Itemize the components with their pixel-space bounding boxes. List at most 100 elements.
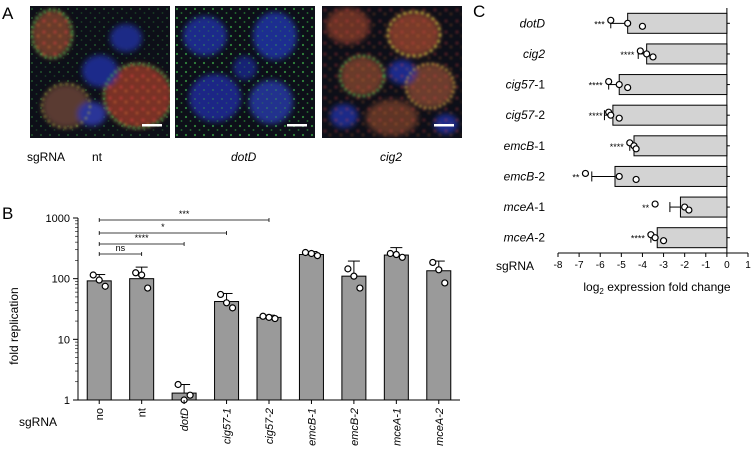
- panel-c-significance-label: ***: [594, 19, 605, 29]
- panel-c-data-point: [615, 172, 623, 181]
- panel-b-x-tick-label: dotD: [179, 408, 191, 431]
- panel-c-bar: [646, 43, 728, 65]
- panel-c-bar: [633, 135, 728, 157]
- panel-b-data-point: [392, 250, 400, 259]
- panel-c-data-point: [632, 145, 640, 153]
- micrograph-dotD: [175, 6, 315, 138]
- panel-c-data-point: [581, 169, 590, 178]
- panel-c-category-label: emcB-1: [504, 139, 546, 153]
- panel-c-significance-label: ****: [610, 142, 625, 152]
- panel-b-data-point: [271, 314, 279, 323]
- panel-b-data-point: [132, 269, 140, 277]
- panel-b-data-point: [265, 313, 273, 321]
- panel-c-data-point: [659, 237, 668, 245]
- panel-b-bar: [298, 254, 324, 401]
- panel-c-category-label: cig57-1: [506, 78, 546, 92]
- panel-b-data-point: [186, 391, 194, 399]
- panel-c-significance-label: ****: [620, 50, 635, 60]
- panel-b-x-tick-label: cig57-1: [222, 408, 234, 444]
- panel-b-bar: [86, 280, 112, 401]
- panel-b-data-point: [174, 380, 182, 389]
- panel-c-data-point: [632, 175, 640, 184]
- panel-c-data-point: [624, 83, 632, 92]
- panel-b-data-point: [313, 252, 322, 260]
- panel-b-data-point: [222, 299, 231, 307]
- panel-b-data-point: [429, 258, 437, 267]
- micrograph-cig2: [322, 6, 462, 138]
- panel-c-x-tick-label: -6: [596, 260, 605, 271]
- panel-c-x-tick-label: -1: [701, 260, 710, 271]
- panel-c-x-tick-label: -3: [659, 260, 668, 271]
- panel-c-significance-label: ****: [631, 234, 646, 244]
- panel-c-data-point: [624, 19, 632, 27]
- panel-c-letter: C: [473, 2, 486, 21]
- panel-b-data-point: [350, 272, 358, 280]
- panel-b-y-tick-label: 1: [64, 395, 70, 407]
- panel-a-sgrna-label: sgRNA: [27, 150, 66, 164]
- panel-b-significance-label: ****: [135, 233, 150, 243]
- panel-b-bar: [214, 301, 240, 401]
- panel-b-y-tick-label: 10: [58, 334, 70, 346]
- panel-b-x-tick-label: mceA-2: [434, 408, 446, 446]
- panel-b-x-axis-label: sgRNA: [19, 415, 57, 429]
- panel-a-image-label-nt: nt: [92, 150, 103, 164]
- panel-c-bar: [614, 165, 728, 187]
- panel-c-x-tick-label: -8: [554, 260, 563, 271]
- panel-b-y-tick-label: 1000: [46, 213, 70, 225]
- panel-c-bar: [618, 74, 728, 96]
- panel-b-data-point: [259, 312, 267, 320]
- panel-c-x-tick-label: 0: [724, 260, 730, 271]
- micrograph-nt: [30, 6, 170, 138]
- panel-c-x-tick-label: 1: [745, 260, 751, 271]
- panel-b-data-point: [228, 304, 237, 312]
- panel-b-x-tick-label: nt: [137, 408, 149, 417]
- panel-c-significance-label: ****: [589, 111, 604, 121]
- panel-c-significance-label: **: [642, 203, 650, 213]
- panel-c-x-axis-label: log2 expression fold change: [583, 280, 731, 296]
- panel-c-x-tick-label: -4: [638, 260, 647, 271]
- panel-b-x-tick-label: no: [94, 408, 106, 420]
- panel-b-data-point: [386, 249, 394, 258]
- panel-c-category-label: mceA-1: [504, 200, 546, 214]
- panel-c-category-label: cig57-2: [506, 108, 546, 122]
- panel-b-data-point: [301, 248, 310, 257]
- panel-c-category-label: emcB-2: [504, 169, 546, 183]
- panel-c-significance-label: **: [572, 172, 580, 182]
- panel-b-data-point: [89, 271, 97, 279]
- panel-c-category-label: dotD: [520, 16, 546, 30]
- panel-a-letter: A: [2, 4, 14, 23]
- panel-c-bar: [612, 104, 728, 126]
- panel-b-data-point: [441, 279, 449, 287]
- panel-c-data-point: [636, 47, 644, 55]
- panel-b-x-tick-label: emcB-1: [306, 408, 318, 446]
- panel-b-data-point: [144, 284, 152, 292]
- panel-b-letter: B: [2, 204, 14, 223]
- panel-b-y-tick-label: 100: [52, 274, 70, 286]
- panel-b-data-point: [344, 265, 352, 273]
- panel-c-data-point: [649, 53, 657, 61]
- panel-c-category-label: mceA-2: [504, 231, 546, 245]
- panel-b-significance-label: *: [161, 222, 165, 232]
- panel-c-data-point: [643, 50, 651, 58]
- panel-c-data-point: [651, 200, 659, 208]
- panel-a-image-label-cig2: cig2: [380, 150, 403, 164]
- panel-b-bar: [341, 275, 367, 401]
- panel-c-data-point: [615, 80, 623, 89]
- panel-b-data-point: [398, 253, 406, 261]
- panel-c-data-point: [615, 114, 623, 122]
- panel-b-x-tick-label: emcB-2: [349, 408, 361, 446]
- panel-b-data-point: [138, 271, 146, 279]
- panel-c-data-point: [685, 206, 693, 214]
- panel-b-data-point: [435, 266, 443, 274]
- panel-c-significance-label: ****: [589, 81, 604, 91]
- panel-c-data-point: [605, 77, 613, 86]
- panel-c-x-tick-label: -2: [680, 260, 689, 271]
- panel-b-data-point: [101, 282, 109, 290]
- panel-b-bar: [256, 316, 282, 401]
- panel-c-bar: [656, 227, 728, 249]
- panel-b-chart: fold replication sgRNA 1 10 100 1000 no nt dot…: [7, 209, 460, 446]
- panel-b-significance-label: ***: [179, 209, 190, 219]
- panel-a-image-label-dotD: dotD: [231, 150, 257, 164]
- panel-c-x-tick-label: -7: [575, 260, 584, 271]
- panel-b-data-point: [95, 276, 103, 284]
